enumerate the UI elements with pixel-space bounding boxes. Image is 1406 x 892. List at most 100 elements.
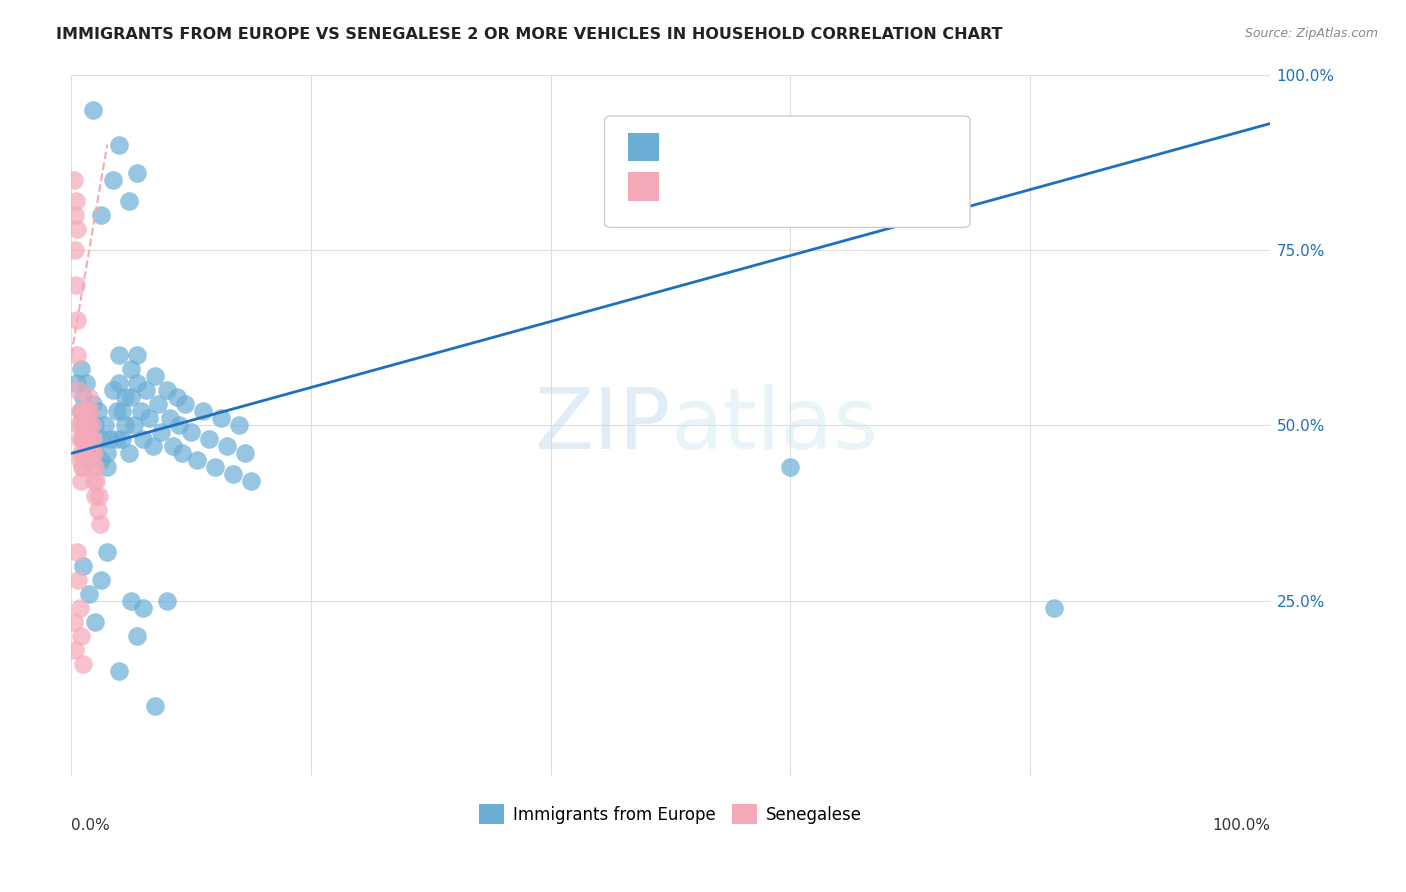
Point (135, 384, 157, 398)
Point (108, 664, 131, 678)
Point (108, 348, 131, 362)
Point (77, 418, 100, 433)
Point (110, 404, 132, 418)
Point (72, 657, 94, 671)
Point (84, 615, 107, 629)
Point (240, 475, 263, 489)
Point (63, 208, 86, 222)
Point (77, 587, 100, 601)
Point (103, 384, 125, 398)
Point (156, 594, 179, 608)
Point (90, 208, 112, 222)
Text: ZIP: ZIP (534, 384, 671, 467)
Point (73, 446, 96, 460)
Point (209, 411, 232, 425)
Point (215, 439, 238, 453)
Legend: Immigrants from Europe, Senegalese: Immigrants from Europe, Senegalese (472, 797, 869, 831)
Point (129, 404, 152, 418)
Point (77, 404, 100, 418)
Point (159, 411, 181, 425)
Point (77, 404, 100, 418)
Point (69, 446, 91, 460)
Point (77, 433, 100, 447)
Point (108, 137, 131, 152)
Point (76, 446, 98, 460)
Point (75, 404, 97, 418)
Point (69, 404, 91, 418)
Text: 0.0%: 0.0% (72, 818, 110, 833)
Point (86, 404, 108, 418)
Point (75, 433, 97, 447)
Point (67, 573, 90, 587)
Point (82, 103, 104, 117)
Point (191, 404, 214, 418)
Point (120, 362, 142, 376)
Point (83, 446, 105, 460)
Point (779, 460, 801, 475)
Point (204, 460, 226, 475)
Point (70, 433, 93, 447)
Point (76, 418, 98, 433)
Point (87, 489, 110, 503)
Point (65, 194, 87, 208)
Point (67, 384, 90, 398)
Point (105, 433, 128, 447)
Point (75, 376, 97, 391)
Point (82, 460, 104, 475)
Text: Source: ZipAtlas.com: Source: ZipAtlas.com (1244, 27, 1378, 40)
Point (80, 446, 103, 460)
Point (90, 453, 112, 467)
Point (72, 558, 94, 573)
Point (72, 433, 94, 447)
Point (84, 418, 107, 433)
Point (122, 418, 145, 433)
Point (69, 433, 91, 447)
Point (80, 418, 103, 433)
Point (69, 453, 91, 467)
Point (79, 404, 101, 418)
Point (156, 384, 179, 398)
Point (66, 222, 89, 236)
Point (70, 460, 93, 475)
Point (108, 376, 131, 391)
Point (146, 397, 169, 411)
Point (84, 446, 107, 460)
Point (84, 489, 107, 503)
Point (143, 369, 166, 384)
Point (69, 418, 91, 433)
Point (69, 362, 91, 376)
Point (138, 411, 160, 425)
Point (72, 390, 94, 404)
Point (198, 433, 221, 447)
Point (67, 418, 90, 433)
Point (63, 643, 86, 657)
Point (69, 475, 91, 489)
Point (69, 629, 91, 643)
Point (170, 446, 193, 460)
Point (132, 433, 155, 447)
Point (166, 390, 188, 404)
Point (65, 278, 87, 293)
Point (79, 433, 101, 447)
Point (62, 615, 84, 629)
Text: R = 0.365    N = 77: R = 0.365 N = 77 (668, 136, 875, 155)
Point (167, 418, 190, 433)
Point (120, 594, 142, 608)
Point (69, 600, 91, 615)
Point (96, 460, 118, 475)
Text: IMMIGRANTS FROM EUROPE VS SENEGALESE 2 OR MORE VEHICLES IN HOUSEHOLD CORRELATION: IMMIGRANTS FROM EUROPE VS SENEGALESE 2 O… (56, 27, 1002, 42)
Point (84, 460, 107, 475)
Point (114, 418, 136, 433)
Point (66, 376, 89, 391)
Point (110, 433, 132, 447)
Point (118, 446, 141, 460)
Point (86, 475, 108, 489)
Point (83, 475, 105, 489)
Point (72, 404, 94, 418)
Point (103, 173, 125, 187)
Point (66, 544, 89, 558)
Point (89, 516, 111, 531)
Point (96, 446, 118, 460)
Point (174, 397, 197, 411)
Point (105, 404, 128, 418)
